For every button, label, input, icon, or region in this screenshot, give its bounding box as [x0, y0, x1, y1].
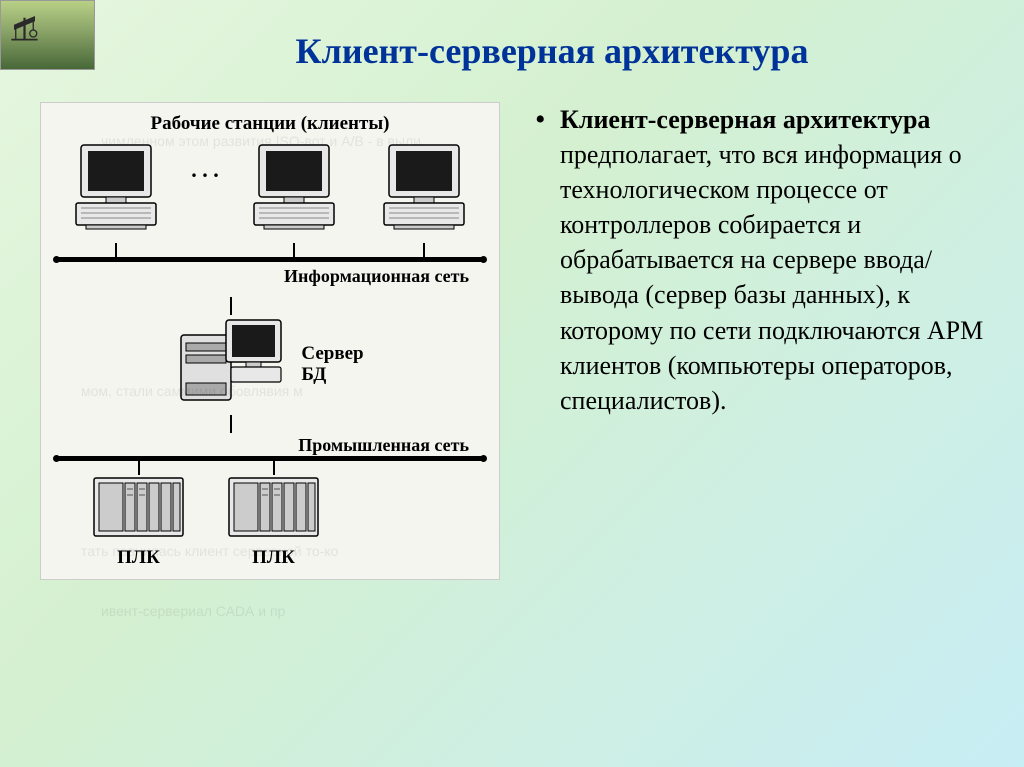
bullet-text-area: Клиент-серверная архитектура предполагае…: [530, 102, 984, 580]
server-label: Сервер БД: [301, 344, 363, 386]
workstations-row: . . .: [51, 143, 489, 257]
ellipsis: . . .: [191, 157, 219, 243]
slide: Клиент-серверная архитектура чимленном э…: [0, 0, 1024, 767]
industrial-network-bar: [56, 456, 484, 461]
plc-icon: [91, 475, 186, 540]
information-network-bar: [56, 257, 484, 262]
server-label-line2: БД: [301, 364, 326, 385]
bullet-item: Клиент-серверная архитектура предполагае…: [560, 102, 984, 418]
workstation-2: [239, 143, 349, 257]
oil-pump-icon: [7, 9, 42, 44]
computer-icon: [374, 143, 474, 238]
plc-label: ПЛК: [226, 547, 321, 569]
server-section: Сервер БД: [51, 297, 489, 433]
workstation-3: [369, 143, 479, 257]
workstation-1: [61, 143, 171, 257]
plc-row: ПЛК ПЛК: [51, 461, 489, 569]
workstations-label: Рабочие станции (клиенты): [51, 113, 489, 135]
bullet-rest-text: предполагает, что вся информация о техно…: [560, 140, 983, 415]
architecture-diagram: чимленном этом развития ISO-вот и А/В - …: [40, 102, 500, 580]
plc-label: ПЛК: [91, 547, 186, 569]
bullet-bold-prefix: Клиент-серверная архитектура: [560, 105, 930, 134]
industrial-network-label: Промышленная сеть: [51, 435, 489, 456]
computer-icon: [66, 143, 166, 238]
plc-2: ПЛК: [226, 461, 321, 569]
slide-title: Клиент-серверная архитектура: [30, 30, 994, 72]
plc-1: ПЛК: [91, 461, 186, 569]
information-network-label: Информационная сеть: [51, 266, 489, 287]
server-label-line1: Сервер: [301, 343, 363, 364]
content-area: чимленном этом развития ISO-вот и А/В - …: [30, 102, 994, 580]
corner-image-oil-pump: [0, 0, 95, 70]
plc-icon: [226, 475, 321, 540]
ghost-text: ивент-сервериал САDА и пр: [101, 603, 285, 619]
server-icon: [176, 315, 286, 410]
computer-icon: [244, 143, 344, 238]
